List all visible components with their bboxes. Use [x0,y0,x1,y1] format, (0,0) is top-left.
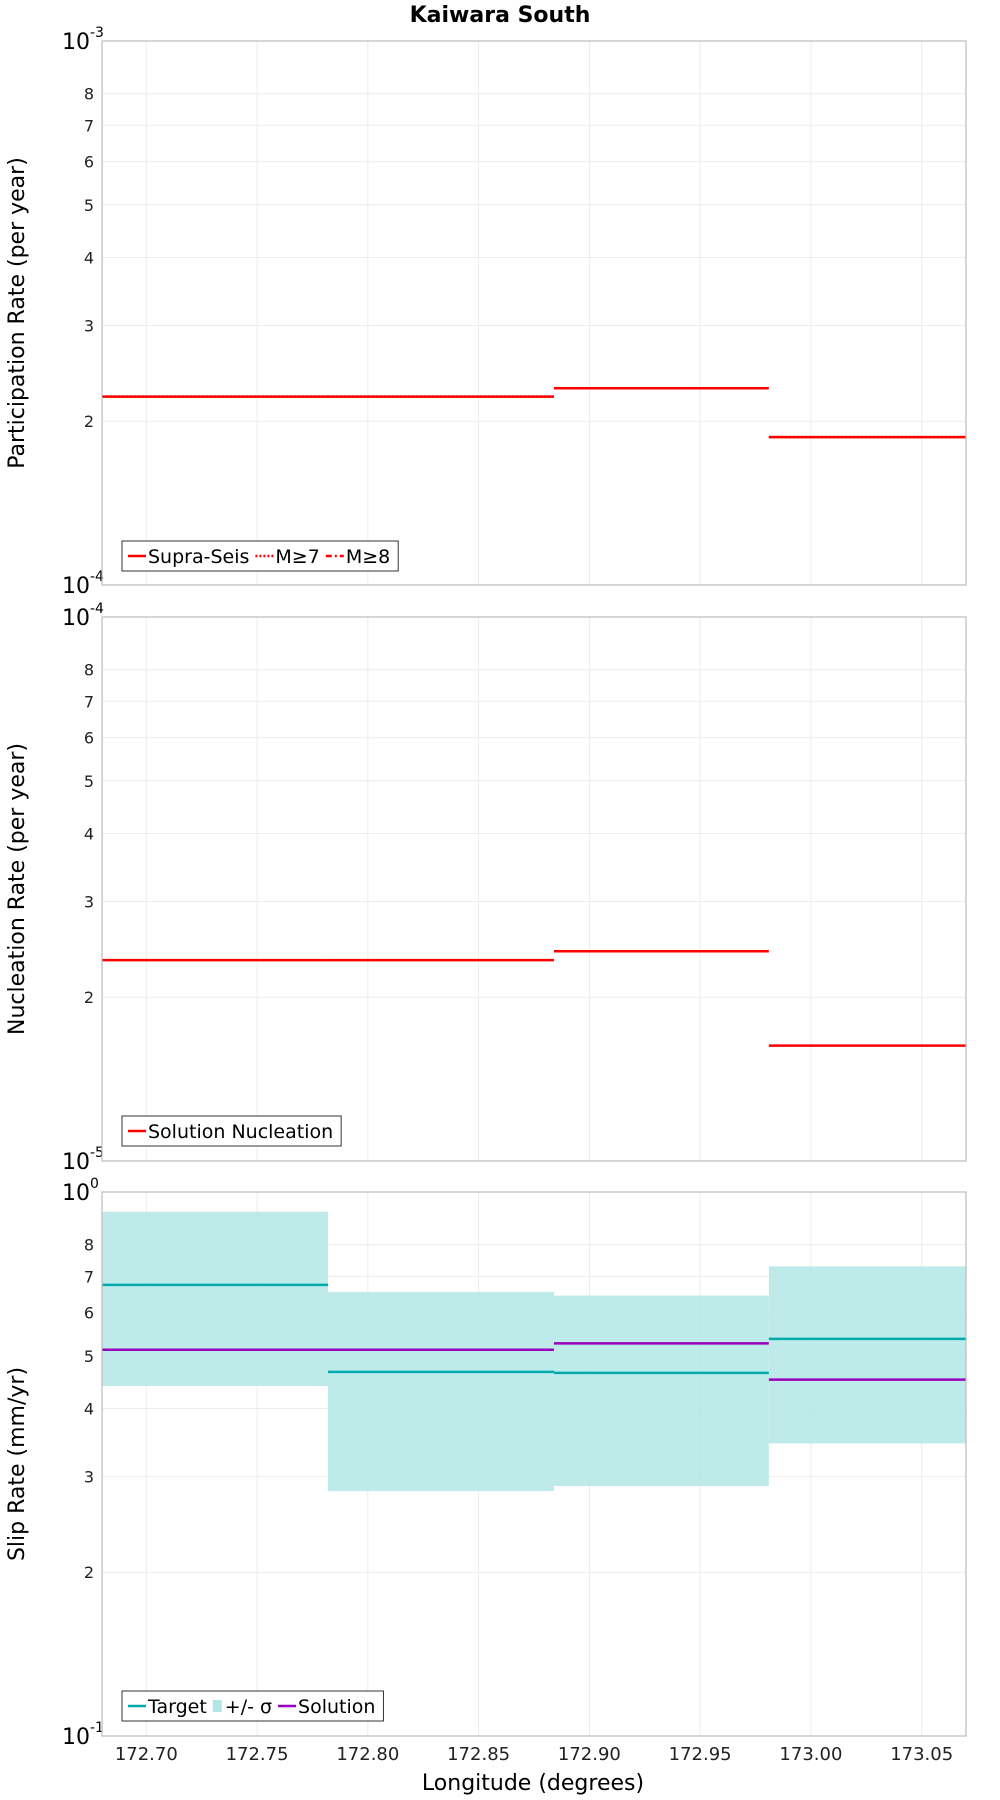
plot-frame [101,616,967,1162]
sigma-band-segment [768,1266,966,1444]
y-tick-label: 7 [84,116,94,135]
sigma-band-segment [327,1291,554,1492]
y-tick-label: 2 [84,1563,94,1582]
legend-label: Supra-Seis [148,546,249,568]
x-tick-label: 172.80 [336,1744,399,1765]
x-axis-label: Longitude (degrees) [422,1771,644,1796]
y-tick-label: 7 [84,1267,94,1286]
y-tick-label: 3 [84,1467,94,1486]
legend-swatch [212,1700,222,1712]
plot-area [102,617,966,1161]
y-top-label-exponent: -4 [90,601,104,617]
plot-area [102,41,966,585]
y-tick-label: 5 [84,772,94,791]
legend: Supra-Seis M≥7 M≥8 [121,540,399,572]
y-tick-label: 4 [84,1399,94,1418]
chart-title: Kaiwara South [410,3,591,28]
legend: Solution Nucleation [121,1115,342,1147]
x-tick-label: 173.00 [779,1744,842,1765]
sigma-band-segment [102,1211,328,1386]
y-tick-label: 5 [84,196,94,215]
y-bottom-label-exponent: -1 [90,1720,104,1736]
plot-frame [101,40,967,586]
y-tick-label: 5 [84,1347,94,1366]
y-top-label-exponent: -3 [90,25,104,41]
x-tick-label: 173.05 [890,1744,953,1765]
legend-box [121,1115,342,1147]
y-tick-label: 2 [84,988,94,1007]
legend: Target +/- σ Solution [121,1690,384,1722]
y-tick-label: 7 [84,692,94,711]
legend-label: Solution [298,1696,375,1718]
y-tick-label: 6 [84,1304,94,1323]
y-tick-label: 3 [84,316,94,335]
y-axis-label: Participation Rate (per year) [5,157,30,469]
legend-label: Solution Nucleation [148,1121,333,1143]
x-tick-label: 172.75 [226,1744,289,1765]
y-tick-label: 3 [84,892,94,911]
y-bottom-label: 10 [62,574,90,599]
legend-label: M≥8 [346,546,390,568]
y-tick-label: 8 [84,85,94,104]
y-top-label-exponent: 0 [90,1176,99,1192]
y-tick-label: 8 [84,661,94,680]
legend-label: M≥7 [275,546,319,568]
y-top-label: 10 [62,1181,90,1206]
y-tick-label: 8 [84,1236,94,1255]
y-bottom-label: 10 [62,1725,90,1750]
x-tick-label: 172.95 [669,1744,732,1765]
sigma-band-segment [553,1295,769,1487]
y-axis-label: Nucleation Rate (per year) [5,743,30,1035]
x-tick-label: 172.90 [558,1744,621,1765]
y-axis-label: Slip Rate (mm/yr) [5,1367,30,1561]
y-top-label: 10 [62,606,90,631]
plot-frame [101,1191,967,1737]
y-bottom-label-exponent: -4 [90,569,104,585]
y-tick-label: 6 [84,153,94,172]
legend-label: +/- σ [225,1696,272,1718]
x-tick-label: 172.70 [115,1744,178,1765]
x-tick-label: 172.85 [447,1744,510,1765]
y-tick-label: 4 [84,248,94,267]
y-tick-label: 4 [84,824,94,843]
y-bottom-label: 10 [62,1150,90,1175]
y-bottom-label-exponent: -5 [90,1145,104,1161]
legend-label: Target [147,1696,207,1718]
legend-box [121,1690,384,1722]
y-top-label: 10 [62,30,90,55]
y-tick-label: 6 [84,729,94,748]
y-tick-label: 2 [84,412,94,431]
